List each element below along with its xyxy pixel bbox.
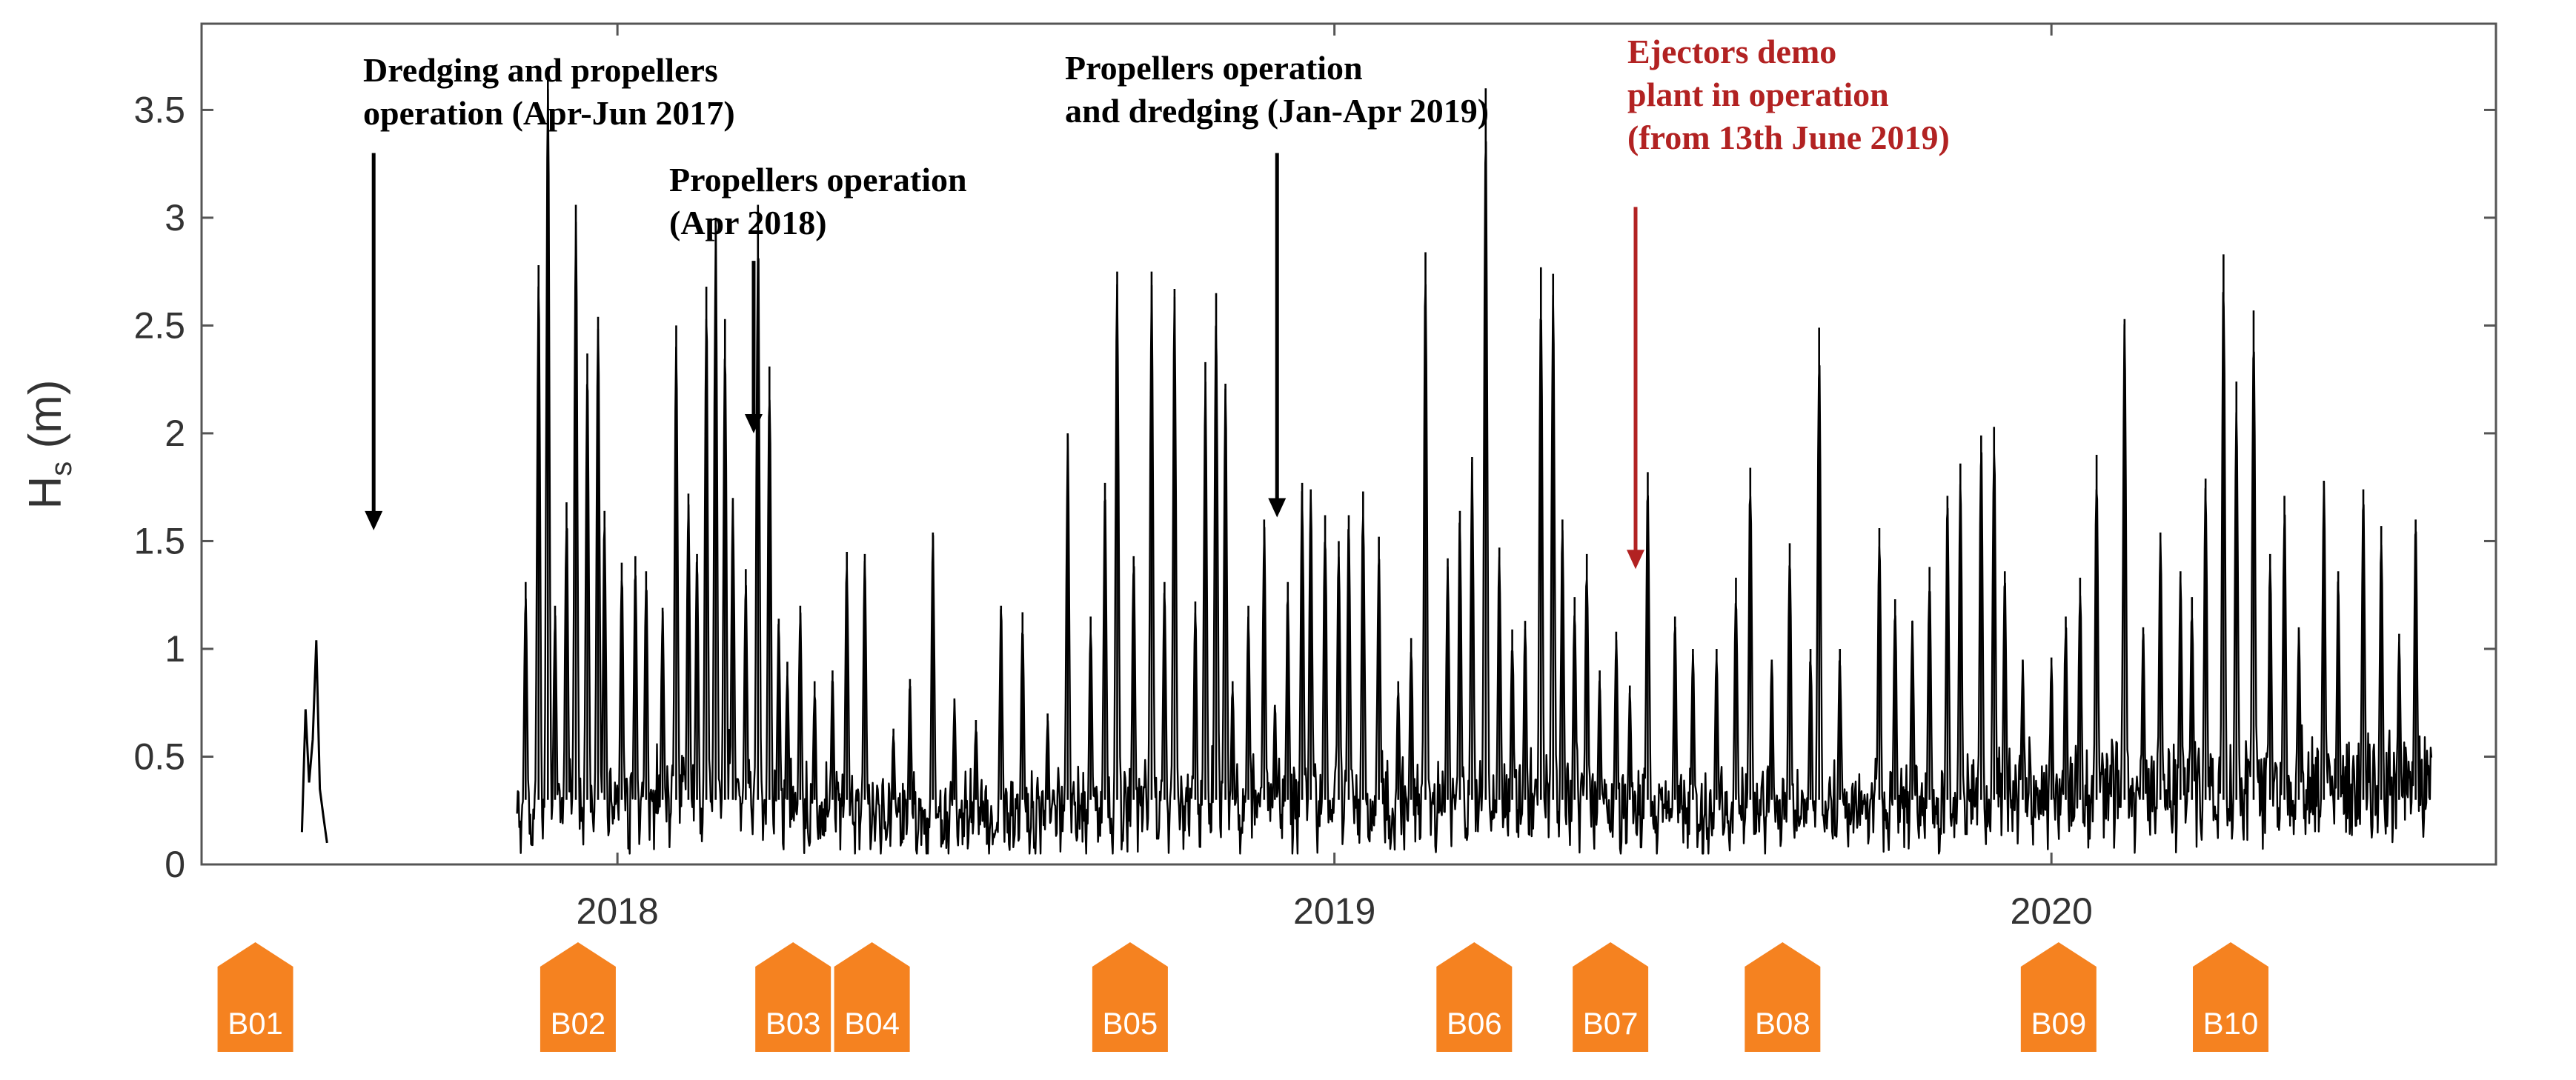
marker-b06: B06 <box>1436 942 1513 1052</box>
marker-b05: B05 <box>1092 942 1168 1052</box>
marker-shape <box>217 942 293 1052</box>
marker-shape <box>2193 942 2269 1052</box>
plot-area <box>200 22 2497 866</box>
marker-shape <box>2020 942 2097 1052</box>
y-axis: 0 0.5 1 1.5 2 2.5 3 3.5 <box>133 89 2496 885</box>
annotation-text: Propellers operation <box>1065 49 1363 87</box>
hs-series-line <box>516 88 2433 855</box>
annotation-group: Propellers operation and dredging (Jan-Ap… <box>1065 49 1489 518</box>
marker-b10: B10 <box>2193 942 2269 1052</box>
annotation-text: (from 13th June 2019) <box>1627 119 1950 156</box>
axes-frame <box>200 22 2497 866</box>
marker-layer: B01 B02 B03 B04 B05 B06 B07 B08 B09 B10 <box>217 942 2269 1052</box>
annotation-group: Propellers operation (Apr 2018) <box>669 161 967 433</box>
annotation-arrow-head <box>1627 550 1644 570</box>
annotation-arrow-head <box>1268 498 1287 518</box>
annotation-text: (Apr 2018) <box>669 204 827 241</box>
y-axis-label-main: H <box>20 476 71 510</box>
y-axis-label-subscript: s <box>45 461 78 476</box>
marker-label: B06 <box>1447 1006 1502 1041</box>
marker-label: B08 <box>1755 1006 1810 1041</box>
marker-label: B05 <box>1103 1006 1158 1041</box>
marker-label: B03 <box>766 1006 821 1041</box>
marker-b08: B08 <box>1745 942 1821 1052</box>
marker-label: B04 <box>844 1006 900 1041</box>
marker-shape <box>1573 942 1649 1052</box>
marker-b04: B04 <box>834 942 910 1052</box>
y-tick-label: 3 <box>165 197 185 239</box>
hs-series-segment <box>300 640 328 844</box>
y-tick-label: 3.5 <box>133 89 185 130</box>
marker-shape <box>755 942 831 1052</box>
annotation-arrow-head <box>365 510 383 530</box>
marker-b03: B03 <box>755 942 831 1052</box>
annotation-text: Propellers operation <box>669 161 967 199</box>
y-axis-label-units: (m) <box>20 380 71 461</box>
y-tick-label: 2 <box>165 413 185 454</box>
marker-shape <box>1092 942 1168 1052</box>
marker-label: B02 <box>551 1006 606 1041</box>
marker-shape <box>1745 942 1821 1052</box>
annotation-group: Ejectors demo plant in operation (from 13t… <box>1627 33 1950 570</box>
marker-b09: B09 <box>2020 942 2097 1052</box>
annotation-layer: Dredging and propellers operation (Apr-Ju… <box>363 33 1950 570</box>
x-tick-label: 2018 <box>577 890 659 932</box>
x-axis: 2018 2019 2020 <box>577 24 2093 932</box>
y-tick-label: 0.5 <box>133 736 185 777</box>
annotation-arrow-head <box>744 413 763 433</box>
annotation-text: Ejectors demo <box>1627 33 1836 70</box>
marker-b01: B01 <box>217 942 293 1052</box>
marker-b07: B07 <box>1573 942 1649 1052</box>
marker-b02: B02 <box>540 942 616 1052</box>
marker-shape <box>1436 942 1513 1052</box>
y-tick-label: 1.5 <box>133 520 185 561</box>
marker-label: B09 <box>2031 1006 2086 1041</box>
y-axis-label: Hs (m) <box>20 380 78 510</box>
annotation-text: operation (Apr-Jun 2017) <box>363 94 735 132</box>
marker-label: B07 <box>1583 1006 1639 1041</box>
marker-shape <box>540 942 616 1052</box>
annotation-text: and dredging (Jan-Apr 2019) <box>1065 92 1489 130</box>
x-tick-label: 2019 <box>1293 890 1375 932</box>
marker-label: B10 <box>2203 1006 2259 1041</box>
y-tick-label: 0 <box>165 844 185 885</box>
annotation-group: Dredging and propellers operation (Apr-Ju… <box>363 51 735 530</box>
annotation-text: plant in operation <box>1627 76 1889 113</box>
series-layer <box>300 67 2433 855</box>
annotation-text: Dredging and propellers <box>363 51 718 89</box>
y-tick-label: 1 <box>165 628 185 670</box>
y-tick-label: 2.5 <box>133 304 185 346</box>
x-tick-label: 2020 <box>2011 890 2093 932</box>
marker-shape <box>834 942 910 1052</box>
marker-label: B01 <box>228 1006 283 1041</box>
